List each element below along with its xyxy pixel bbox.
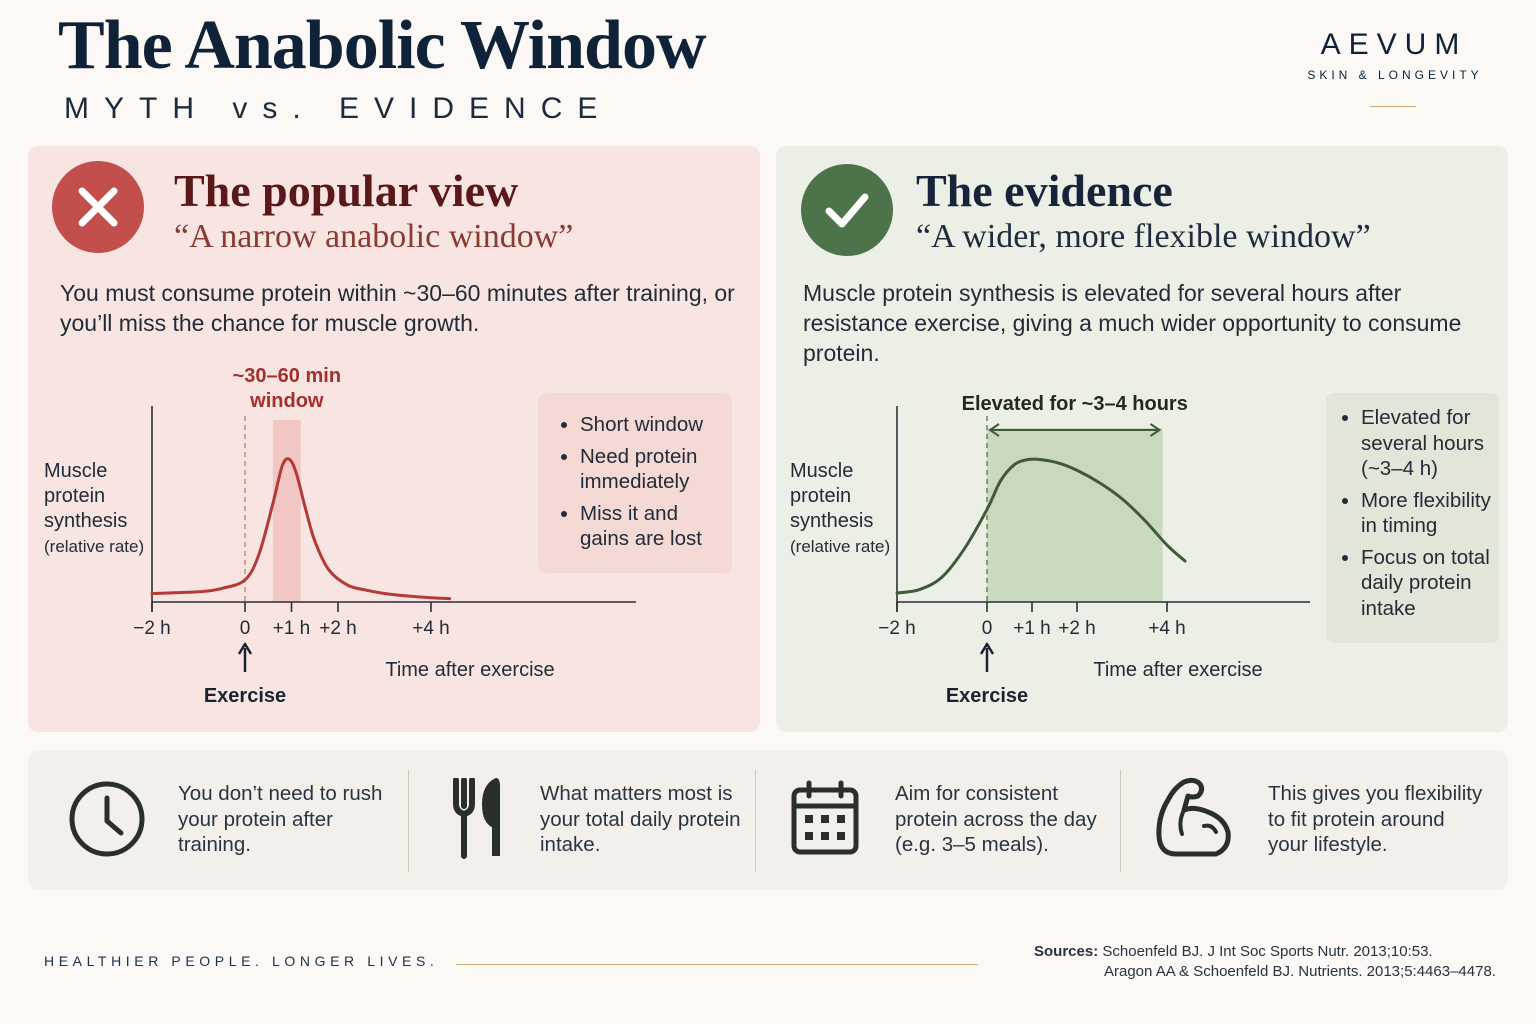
cross-icon	[52, 161, 144, 253]
highlight-label: window	[249, 390, 324, 412]
evidence-ylabel-note: (relative rate)	[790, 537, 891, 556]
calendar-icon	[791, 780, 859, 855]
x-tick-label: +2 h	[319, 618, 357, 639]
evidence-bullets: Elevated for several hours (~3–4 h) More…	[1326, 393, 1499, 643]
clock-icon	[69, 781, 145, 857]
evidence-ylabel-line: Muscle	[790, 460, 854, 482]
x-axis-title: Time after exercise	[385, 659, 554, 681]
page-title: The Anabolic Window	[58, 7, 707, 84]
x-axis-title: Time after exercise	[1093, 659, 1262, 681]
highlight-label: ~30–60 min	[233, 365, 341, 387]
evidence-ylabel-line: protein	[790, 485, 852, 507]
list-item: Focus on total daily protein intake	[1361, 545, 1499, 622]
tip-divider	[755, 770, 756, 872]
tip-divider	[1120, 770, 1121, 872]
x-tick-label: 0	[982, 618, 993, 639]
brand-logo: AEVUM	[1320, 28, 1468, 61]
brand-tagline: SKIN & LONGEVITY	[1307, 68, 1483, 82]
exercise-label: Exercise	[204, 685, 286, 707]
tips-strip	[28, 750, 1508, 890]
x-tick-label: +1 h	[1013, 618, 1051, 639]
source-item: Aragon AA & Schoenfeld BJ. Nutrients. 20…	[1104, 963, 1496, 980]
page-subtitle: MYTH vs. EVIDENCE	[64, 92, 613, 125]
source-item: Schoenfeld BJ. J Int Soc Sports Nutr. 20…	[1102, 943, 1433, 960]
tip-text: What matters most is your total daily pr…	[540, 782, 741, 856]
evidence-chart: −2 h 0 +1 h +2 h +4 h Exercise Time after exer…	[878, 393, 1310, 707]
x-tick-label: −2 h	[133, 618, 171, 639]
muscle-arm-icon	[1156, 777, 1231, 857]
series-line	[150, 457, 452, 601]
myth-ylabel-note: (relative rate)	[44, 537, 145, 556]
tip-divider	[408, 770, 409, 872]
brand-divider	[1370, 106, 1416, 107]
list-item: Short window	[580, 412, 732, 438]
sources-label: Sources:	[1034, 943, 1099, 960]
myth-ylabel-line: protein	[44, 485, 106, 507]
evidence-body: Muscle protein synthesis is elevated for…	[803, 280, 1462, 366]
exercise-arrow-head	[979, 642, 995, 655]
x-tick-label: +2 h	[1058, 618, 1096, 639]
myth-bullets: Short window Need protein immediately Mi…	[538, 393, 732, 573]
list-item: More flexibility in timing	[1361, 488, 1499, 539]
x-tick-label: +4 h	[1148, 618, 1186, 639]
evidence-ylabel: Muscle protein synthesis (relative rate)	[790, 459, 910, 559]
myth-quote: “A narrow anabolic window”	[174, 218, 574, 255]
list-item: Elevated for several hours (~3–4 h)	[1361, 405, 1499, 482]
series-line	[895, 457, 1187, 595]
myth-title: The popular view	[174, 165, 519, 216]
myth-ylabel-line: Muscle	[44, 460, 108, 482]
highlight-label: Elevated for ~3–4 hours	[962, 393, 1188, 415]
tip-text: You don’t need to rush your protein afte…	[178, 782, 383, 856]
tip-text: Aim for consistent protein across the da…	[895, 782, 1097, 856]
evidence-title: The evidence	[916, 165, 1173, 216]
highlight-region	[987, 428, 1163, 602]
list-item: Need protein immediately	[580, 444, 732, 495]
myth-ylabel-line: synthesis	[44, 510, 128, 532]
x-tick-label: +1 h	[273, 618, 311, 639]
myth-body: You must consume protein within ~30–60 m…	[60, 280, 735, 336]
exercise-label: Exercise	[946, 685, 1028, 707]
highlight-region	[272, 420, 301, 602]
evidence-ylabel-line: synthesis	[790, 510, 874, 532]
check-icon	[801, 164, 893, 256]
x-tick-label: +4 h	[412, 618, 450, 639]
list-item: Miss it and gains are lost	[580, 501, 732, 552]
footer-tagline: HEALTHIER PEOPLE. LONGER LIVES.	[44, 953, 439, 969]
x-tick-label: 0	[240, 618, 251, 639]
tip-text: This gives you flexibility to fit protei…	[1268, 782, 1483, 856]
range-arrow-head	[1149, 423, 1162, 437]
myth-ylabel: Muscle protein synthesis (relative rate)	[44, 459, 164, 559]
x-tick-label: −2 h	[878, 618, 916, 639]
evidence-quote: “A wider, more flexible window”	[916, 218, 1371, 255]
fork-knife-icon	[453, 778, 500, 859]
sources: Sources: Schoenfeld BJ. J Int Soc Sports…	[1034, 942, 1496, 982]
myth-chart: −2 h 0 +1 h +2 h +4 h Exercise Time after exer…	[133, 365, 636, 707]
range-arrow-head	[988, 423, 1000, 437]
exercise-arrow-head	[237, 642, 253, 655]
footer-divider	[456, 964, 978, 965]
